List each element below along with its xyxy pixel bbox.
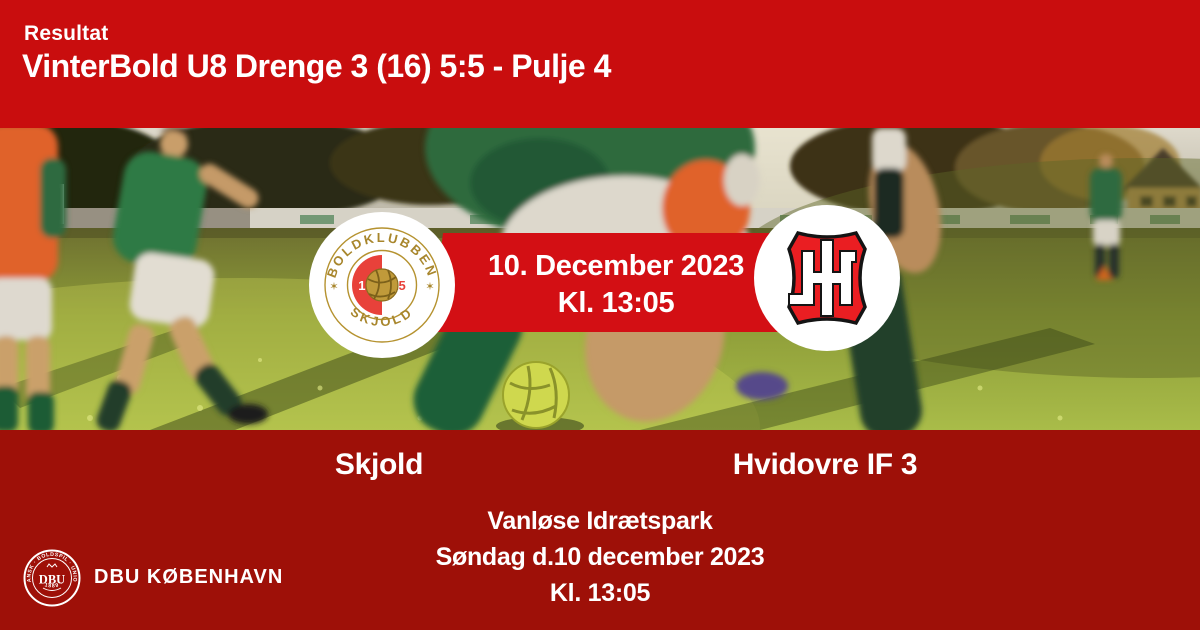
home-team-badge: BOLDKLUBBEN SKJOLD ✶ ✶ 19 15 (309, 212, 455, 358)
match-title: VinterBold U8 Drenge 3 (16) 5:5 - Pulje … (22, 48, 611, 84)
hvidovre-badge-icon (754, 205, 900, 351)
top-banner: Resultat VinterBold U8 Drenge 3 (16) 5:5… (0, 0, 1200, 128)
player-running (96, 128, 268, 430)
dbu-seal-abbr: DBU (39, 573, 65, 587)
date-band-text: 10. December 2023 Kl. 13:05 (440, 248, 792, 322)
result-kicker: Resultat (24, 22, 109, 45)
home-team-name: Skjold (334, 448, 424, 481)
player-orange-fragment (662, 154, 760, 256)
player-orange-bib (0, 128, 66, 430)
bottom-panel: Skjold Hvidovre IF 3 Vanløse Idrætspark … (0, 430, 1200, 630)
football (496, 361, 584, 430)
svg-text:· 1889 ·: · 1889 · (39, 580, 66, 589)
match-date: 10. December 2023 (487, 250, 745, 282)
player-background (872, 128, 906, 238)
player-distant (1090, 154, 1122, 280)
pitch-photo: 10. December 2023 Kl. 13:05 BOLDKLUBBEN … (0, 128, 1200, 430)
skjold-badge-icon: BOLDKLUBBEN SKJOLD ✶ ✶ 19 15 (309, 212, 455, 358)
badge-star-left: ✶ (329, 281, 338, 293)
badge-star-right: ✶ (425, 281, 434, 293)
dbu-wordmark: DBU KØBENHAVN (94, 566, 284, 588)
away-team-badge (754, 205, 900, 351)
dbu-seal-icon: DANSK · BOLDSPIL · UNION · 1889 · DBU (22, 548, 81, 607)
dbu-seal-year: · 1889 · (39, 580, 65, 589)
match-date-long: Søndag d.10 december 2023 (435, 543, 765, 571)
away-team-name: Hvidovre IF 3 (732, 448, 918, 481)
venue: Vanløse Idrætspark (487, 507, 713, 535)
kickoff-time: Kl. 13:05 (549, 579, 651, 607)
match-time: Kl. 13:05 (557, 287, 675, 319)
